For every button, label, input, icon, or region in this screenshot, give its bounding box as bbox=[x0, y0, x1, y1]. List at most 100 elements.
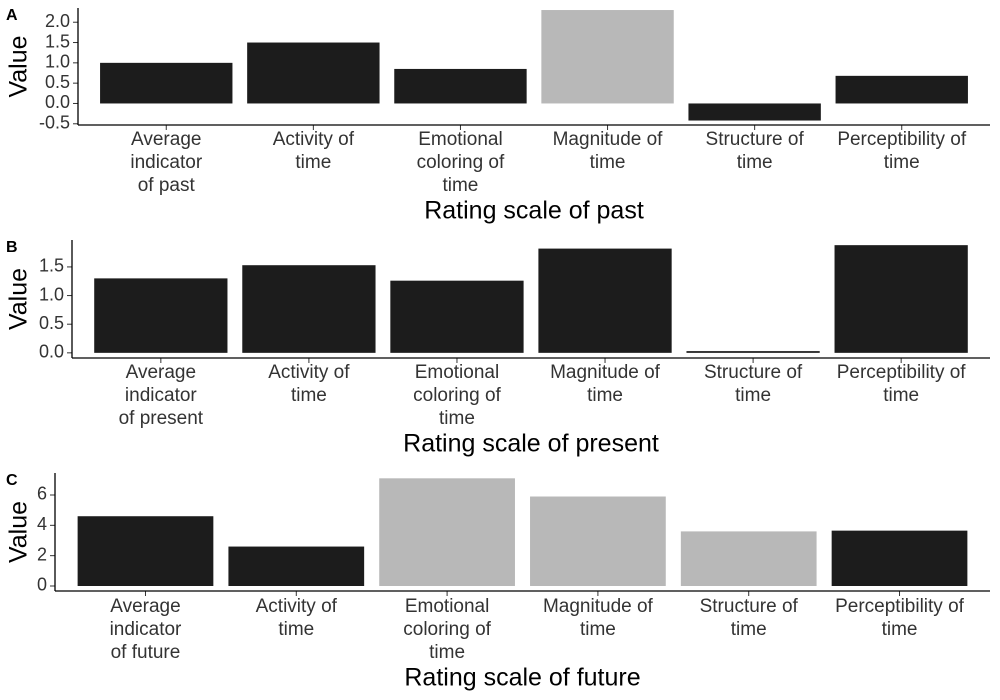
bar bbox=[394, 68, 527, 104]
x-tick-label: Emotional coloring of time bbox=[417, 129, 505, 196]
y-tick-label: 0.5 bbox=[45, 72, 70, 92]
x-tick-label: Average indicator of future bbox=[110, 596, 182, 663]
x-tick-label-line: Activity of bbox=[273, 129, 355, 150]
bar bbox=[390, 280, 524, 353]
x-tick-label-line: Structure of bbox=[704, 362, 803, 383]
bar bbox=[228, 546, 365, 586]
x-tick-label-line: Structure of bbox=[700, 596, 799, 617]
x-tick-label-line: time bbox=[439, 408, 475, 429]
x-tick-label-line: Perceptibility of bbox=[835, 596, 965, 617]
x-tick-label: Activity of time bbox=[273, 129, 355, 173]
x-tick-label-line: Emotional bbox=[418, 129, 503, 150]
x-tick-label-line: coloring of bbox=[417, 152, 505, 173]
bar bbox=[77, 516, 214, 586]
x-tick-label-line: Average bbox=[110, 596, 180, 617]
y-tick-label: 1.5 bbox=[45, 31, 70, 51]
bar bbox=[530, 496, 666, 586]
y-tick-label: 2 bbox=[37, 544, 47, 564]
x-tick-label-line: Perceptibility of bbox=[837, 362, 967, 383]
bar bbox=[835, 75, 968, 104]
x-tick-label-line: indicator bbox=[110, 619, 182, 640]
x-tick-label: Perceptibility of time bbox=[837, 129, 967, 173]
x-tick-label-line: coloring of bbox=[403, 619, 491, 640]
x-tick-label-line: coloring of bbox=[413, 385, 501, 406]
bar bbox=[686, 351, 820, 353]
x-tick-label-line: time bbox=[295, 152, 331, 173]
bar bbox=[831, 530, 968, 586]
x-tick-label: Structure of time bbox=[706, 129, 805, 173]
panel-label: A bbox=[6, 7, 18, 24]
bar bbox=[688, 103, 821, 121]
y-axis-title: Value bbox=[5, 35, 33, 97]
x-tick-label: Emotional coloring of time bbox=[403, 596, 491, 663]
x-tick-label-line: Magnitude of bbox=[553, 129, 664, 150]
x-tick-label-line: Average bbox=[131, 129, 201, 150]
x-axis-title: Rating scale of future bbox=[404, 664, 640, 692]
x-tick-label-line: Structure of bbox=[706, 129, 805, 150]
y-axis-title: Value bbox=[5, 501, 33, 563]
y-axis-title: Value bbox=[5, 268, 33, 330]
x-tick-label-line: time bbox=[291, 385, 327, 406]
x-tick-label: Structure of time bbox=[700, 596, 799, 640]
x-tick-label-line: time bbox=[442, 175, 478, 196]
x-tick-label-line: Emotional bbox=[415, 362, 500, 383]
x-tick-label: Average indicator of present bbox=[119, 362, 204, 429]
x-tick-label-line: time bbox=[884, 152, 920, 173]
y-tick-label: 2.0 bbox=[45, 11, 70, 31]
panel-label: C bbox=[6, 472, 18, 489]
y-tick-label: -0.5 bbox=[39, 113, 70, 133]
y-tick-label: 0 bbox=[37, 575, 47, 595]
x-tick-label-line: time bbox=[587, 385, 623, 406]
x-tick-label: Structure of time bbox=[704, 362, 803, 406]
x-tick-label-line: time bbox=[735, 385, 771, 406]
x-tick-label-line: Average bbox=[126, 362, 196, 383]
y-tick-label: 6 bbox=[37, 484, 47, 504]
x-tick-label-line: indicator bbox=[125, 385, 197, 406]
x-tick-label-line: Activity of bbox=[256, 596, 338, 617]
bar bbox=[680, 531, 817, 586]
x-tick-label-line: time bbox=[883, 385, 919, 406]
y-tick-label: 0.0 bbox=[45, 92, 70, 112]
bar bbox=[834, 245, 968, 353]
x-tick-label: Magnitude of time bbox=[553, 129, 664, 173]
x-tick-label: Activity of time bbox=[256, 596, 338, 640]
x-tick-label-line: time bbox=[590, 152, 626, 173]
x-tick-label: Perceptibility of time bbox=[837, 362, 967, 406]
x-tick-label-line: Magnitude of bbox=[550, 362, 661, 383]
panel-label: B bbox=[6, 239, 18, 256]
x-tick-label: Activity of time bbox=[268, 362, 350, 406]
y-tick-label: 1.5 bbox=[39, 256, 64, 276]
x-tick-label-line: time bbox=[278, 619, 314, 640]
x-tick-label-line: time bbox=[580, 619, 616, 640]
x-tick-label: Average indicator of past bbox=[130, 129, 202, 196]
x-tick-label: Perceptibility of time bbox=[835, 596, 965, 640]
bar bbox=[247, 42, 380, 104]
y-tick-label: 1.0 bbox=[39, 284, 64, 304]
x-tick-label-line: Magnitude of bbox=[543, 596, 654, 617]
y-tick-label: 1.0 bbox=[45, 52, 70, 72]
x-tick-label: Magnitude of time bbox=[543, 596, 654, 640]
x-tick-label-line: time bbox=[429, 642, 465, 663]
x-tick-label-line: of past bbox=[138, 175, 196, 196]
y-tick-label: 0.5 bbox=[39, 313, 64, 333]
x-tick-label: Emotional coloring of time bbox=[413, 362, 501, 429]
x-tick-label-line: time bbox=[737, 152, 773, 173]
y-tick-label: 0.0 bbox=[39, 342, 64, 362]
bar bbox=[538, 248, 672, 353]
x-tick-label: Magnitude of time bbox=[550, 362, 661, 406]
x-tick-label-line: time bbox=[731, 619, 767, 640]
x-tick-label-line: time bbox=[882, 619, 918, 640]
y-tick-label: 4 bbox=[37, 514, 47, 534]
x-tick-label-line: Emotional bbox=[405, 596, 490, 617]
x-axis-title: Rating scale of past bbox=[424, 197, 644, 225]
bar bbox=[379, 478, 515, 586]
x-tick-label-line: Activity of bbox=[268, 362, 350, 383]
bar bbox=[541, 10, 674, 104]
x-axis-title: Rating scale of present bbox=[403, 430, 659, 458]
bar bbox=[100, 62, 233, 104]
bar bbox=[242, 265, 376, 353]
x-tick-label-line: indicator bbox=[130, 152, 202, 173]
x-tick-label-line: of future bbox=[111, 642, 181, 663]
bar bbox=[94, 278, 228, 353]
